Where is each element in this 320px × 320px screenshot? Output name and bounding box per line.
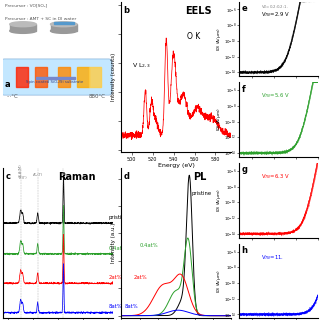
Ellipse shape	[51, 28, 77, 33]
Y-axis label: I$_{DS}$ (A/μm): I$_{DS}$ (A/μm)	[215, 27, 223, 51]
Text: pristine: pristine	[192, 191, 212, 196]
X-axis label: Energy (eV): Energy (eV)	[158, 163, 195, 168]
Text: 8at%: 8at%	[108, 304, 122, 309]
Bar	[16, 67, 28, 87]
Text: d: d	[124, 172, 129, 181]
Text: A'₁(Γ): A'₁(Γ)	[33, 173, 43, 178]
Text: h: h	[242, 246, 248, 255]
Bar	[89, 67, 101, 87]
Text: V L$_{2,3}$: V L$_{2,3}$	[132, 62, 151, 70]
Text: pristine: pristine	[108, 215, 128, 220]
Text: Spin coated SiO₂/Si substrate: Spin coated SiO₂/Si substrate	[26, 80, 84, 84]
Text: O K: O K	[187, 32, 200, 41]
Text: 2at%: 2at%	[108, 275, 122, 280]
Y-axis label: Intensity (counts): Intensity (counts)	[111, 53, 116, 101]
Text: a: a	[4, 80, 10, 89]
FancyBboxPatch shape	[1, 59, 112, 95]
Text: 0.4at%: 0.4at%	[108, 246, 127, 251]
Text: c: c	[5, 172, 11, 181]
Text: a: a	[62, 171, 65, 176]
Text: E'(Γ): E'(Γ)	[19, 176, 28, 180]
Bar	[10, 24, 36, 31]
Text: g: g	[242, 165, 248, 174]
Text: V$_D$=0.2:0.2:1.: V$_D$=0.2:0.2:1.	[261, 4, 289, 12]
Text: b: b	[124, 6, 129, 15]
Bar	[36, 77, 75, 79]
Text: 2LA(M): 2LA(M)	[19, 164, 23, 178]
Bar	[35, 67, 47, 87]
Y-axis label: I$_{DS}$ (A/μm): I$_{DS}$ (A/μm)	[215, 269, 223, 293]
Text: PL: PL	[193, 172, 206, 182]
Text: e: e	[242, 4, 247, 13]
Ellipse shape	[51, 22, 77, 27]
Text: 0.4at%: 0.4at%	[140, 243, 158, 248]
Text: V$_{TN}$=5.6 V: V$_{TN}$=5.6 V	[261, 91, 290, 100]
Text: Precursor : AMT + SC in DI water: Precursor : AMT + SC in DI water	[5, 17, 77, 21]
Text: 880°C: 880°C	[88, 94, 105, 99]
Text: V$_{TN}$=11.: V$_{TN}$=11.	[261, 253, 284, 261]
Bar	[51, 24, 77, 31]
Text: EELS: EELS	[185, 6, 212, 16]
Text: Precursor : VO[SO₄]: Precursor : VO[SO₄]	[5, 3, 48, 7]
Y-axis label: I$_{DS}$ (A/μm): I$_{DS}$ (A/μm)	[215, 188, 223, 212]
Text: 8at%: 8at%	[125, 304, 139, 309]
Bar	[58, 67, 70, 87]
Text: V$_{TN}$=2.9 V: V$_{TN}$=2.9 V	[261, 11, 290, 20]
Text: f: f	[242, 84, 245, 93]
Y-axis label: Intensity (a.u.): Intensity (a.u.)	[111, 223, 116, 263]
Bar	[76, 67, 89, 87]
Text: Raman: Raman	[58, 172, 96, 182]
Text: ···°C: ···°C	[6, 94, 18, 99]
Ellipse shape	[10, 28, 36, 33]
Text: 2at%: 2at%	[134, 275, 148, 280]
Ellipse shape	[10, 22, 36, 27]
Text: V$_{TN}$=6.3 V: V$_{TN}$=6.3 V	[261, 172, 290, 181]
Bar	[54, 21, 74, 24]
Y-axis label: I$_{DS}$ (A/μm): I$_{DS}$ (A/μm)	[215, 108, 223, 132]
